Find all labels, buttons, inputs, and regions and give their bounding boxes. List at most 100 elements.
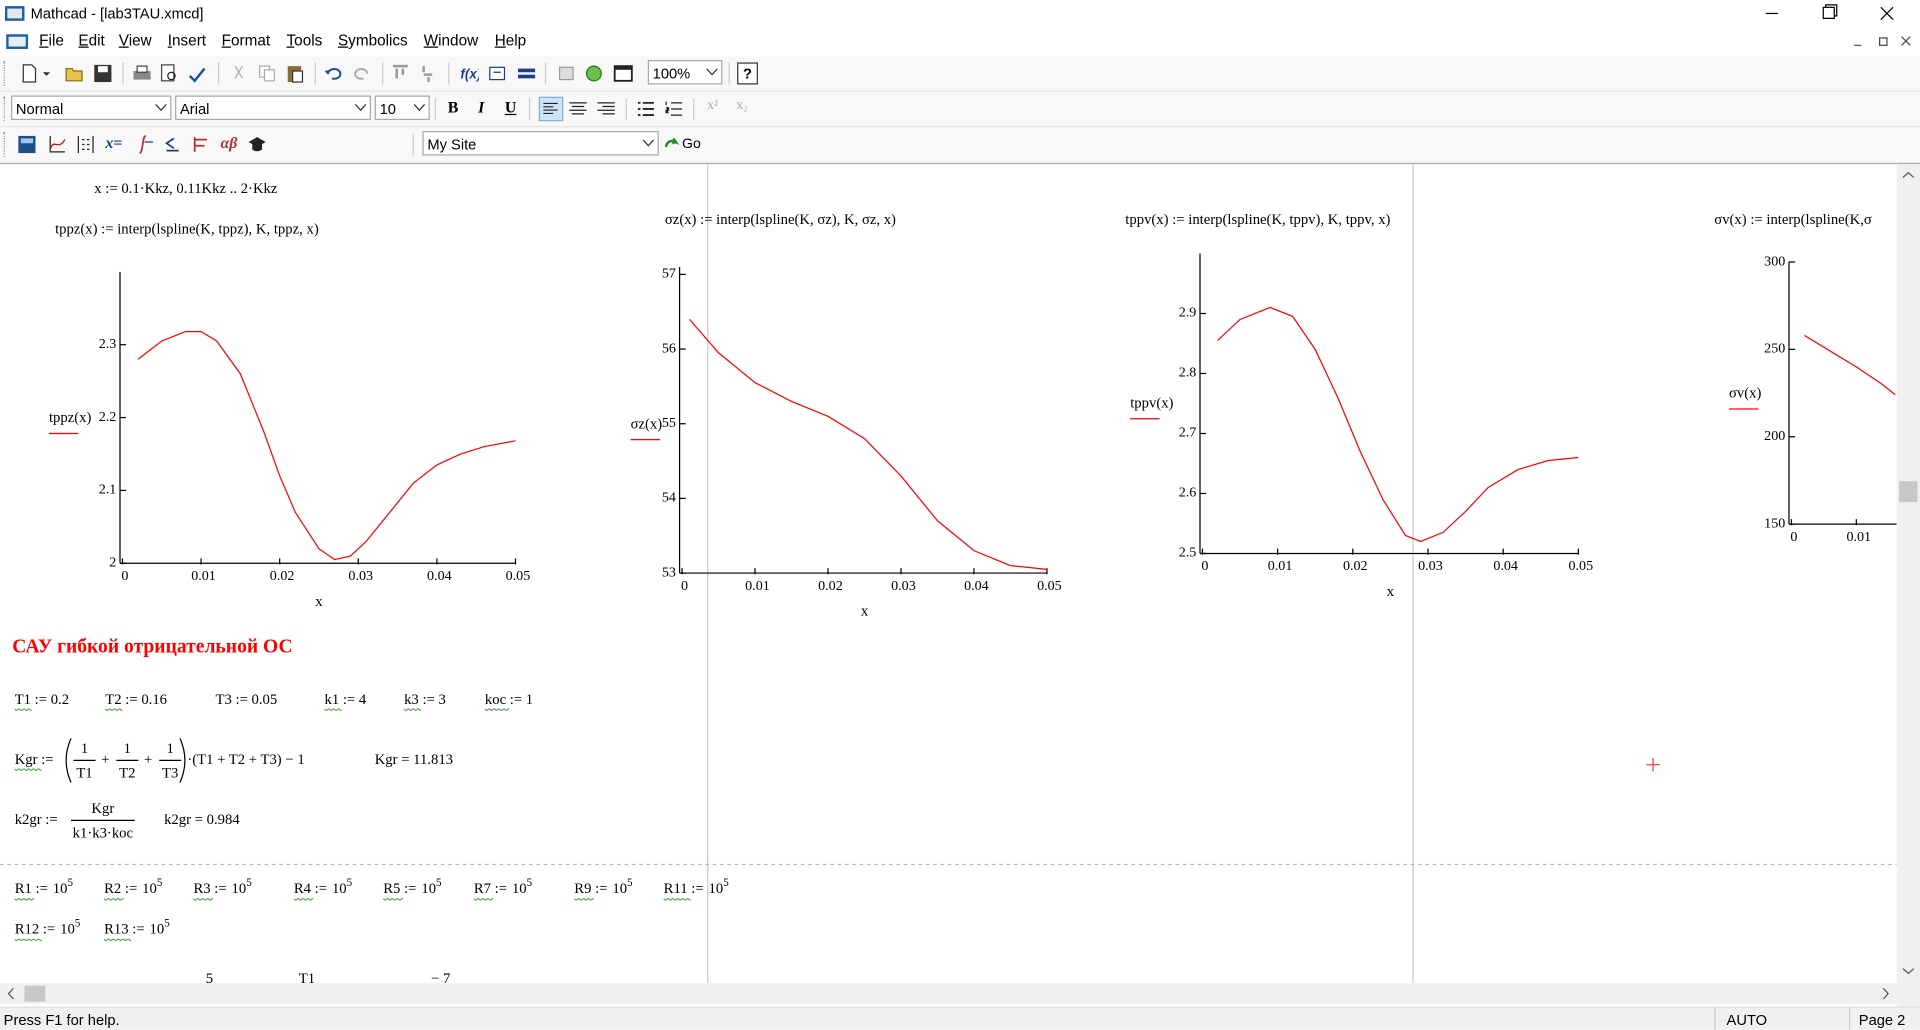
scroll-down[interactable] bbox=[1902, 967, 1914, 975]
resistor-definition: R4 := 105 bbox=[294, 876, 353, 897]
math-toolbar: x= αβ My Site Go bbox=[0, 127, 1920, 165]
x-axis-label: x bbox=[315, 594, 323, 610]
calculator-button[interactable] bbox=[17, 135, 37, 155]
evaluation-button[interactable]: x= bbox=[105, 133, 123, 152]
menu-bar bbox=[0, 26, 1920, 57]
redo-button[interactable] bbox=[353, 64, 373, 84]
style-select[interactable]: Normal bbox=[11, 95, 172, 121]
x-tick-label: 0.04 bbox=[427, 568, 452, 584]
power-exponent: 5 bbox=[75, 917, 81, 929]
italic-button[interactable]: I bbox=[478, 97, 485, 117]
numbering-button[interactable] bbox=[664, 99, 684, 119]
bullets-button[interactable] bbox=[636, 99, 656, 119]
menu-item[interactable]: File bbox=[39, 31, 64, 49]
scroll-thumb[interactable] bbox=[24, 985, 46, 1002]
menu-item[interactable]: Tools bbox=[286, 31, 323, 49]
window-button[interactable] bbox=[613, 64, 633, 84]
y-tick-label: 150 bbox=[1764, 515, 1785, 531]
dropdown-arrow bbox=[706, 68, 718, 76]
paste-button[interactable] bbox=[285, 64, 305, 84]
underline-button[interactable]: U bbox=[504, 97, 517, 117]
y-tick-label: 2 bbox=[109, 554, 116, 570]
print-button[interactable] bbox=[132, 64, 152, 84]
calculate-button[interactable] bbox=[517, 64, 537, 84]
kgr-lhs: Kgr := bbox=[15, 752, 54, 768]
zoom-select[interactable]: 100% bbox=[647, 60, 723, 85]
spell-underline bbox=[14, 768, 42, 771]
horizontal-scrollbar[interactable] bbox=[0, 983, 1897, 1005]
fraction-numerator: Kgr bbox=[91, 801, 114, 817]
insert-unit-button[interactable] bbox=[489, 64, 509, 84]
y-tick-label: 2.3 bbox=[99, 336, 117, 352]
component-button[interactable] bbox=[557, 64, 577, 84]
menu-item[interactable]: Insert bbox=[167, 31, 207, 49]
scroll-thumb[interactable] bbox=[1899, 481, 1918, 503]
menu-item[interactable]: Help bbox=[494, 31, 527, 49]
boolean-button[interactable] bbox=[163, 135, 183, 155]
new-dropdown[interactable] bbox=[42, 64, 52, 84]
align-down-button[interactable] bbox=[418, 64, 438, 84]
site-select[interactable]: My Site bbox=[422, 131, 659, 156]
doc-icon bbox=[6, 34, 29, 49]
graph-button[interactable] bbox=[47, 135, 67, 155]
bold-button[interactable]: B bbox=[447, 97, 459, 117]
doc-controls[interactable] bbox=[1847, 33, 1916, 50]
spell-button[interactable] bbox=[187, 64, 207, 84]
open-button[interactable] bbox=[65, 64, 85, 84]
scroll-right[interactable] bbox=[1882, 988, 1889, 1000]
trace bbox=[1217, 306, 1579, 543]
menu-item[interactable]: Symbolics bbox=[337, 31, 408, 49]
menu-item[interactable]: Format bbox=[221, 31, 271, 49]
power-base: 10 bbox=[421, 882, 436, 898]
grip bbox=[3, 132, 8, 157]
vertical-scrollbar[interactable] bbox=[1896, 164, 1920, 984]
size-value: 10 bbox=[379, 100, 396, 118]
align-right-button[interactable] bbox=[596, 99, 616, 119]
separator bbox=[122, 62, 124, 85]
y-axis-label: tppv(x) bbox=[1130, 395, 1173, 411]
matrix-button[interactable] bbox=[76, 135, 96, 155]
superscript-button[interactable]: x² bbox=[707, 97, 719, 113]
align-left-button[interactable] bbox=[538, 96, 564, 122]
style-value: Normal bbox=[15, 100, 64, 118]
go-button[interactable]: Go bbox=[682, 137, 701, 152]
preview-button[interactable] bbox=[159, 64, 179, 84]
x-tick-label: 0.01 bbox=[1268, 558, 1293, 574]
programming-button[interactable] bbox=[191, 135, 211, 155]
partial-expression: T1 bbox=[299, 971, 315, 983]
copy-button[interactable] bbox=[257, 64, 277, 84]
menu-item[interactable]: View bbox=[118, 31, 152, 49]
greek-button[interactable]: αβ bbox=[220, 133, 238, 152]
definition-lhs: R7 := bbox=[474, 882, 507, 898]
y-tick-label: 57 bbox=[662, 266, 676, 282]
calculus-button[interactable] bbox=[135, 135, 155, 155]
save-button[interactable] bbox=[93, 64, 113, 84]
paren bbox=[65, 738, 72, 783]
resource-button[interactable] bbox=[584, 64, 604, 84]
site-value: My Site bbox=[427, 135, 477, 154]
menu-item[interactable]: Window bbox=[423, 31, 479, 49]
window-controls[interactable] bbox=[1751, 0, 1920, 27]
align-top-button[interactable] bbox=[391, 64, 411, 84]
window-title: Mathcad - [lab3TAU.xmcd] bbox=[30, 4, 204, 23]
subscript-button[interactable]: x₂ bbox=[736, 97, 748, 113]
y-tick-label: 300 bbox=[1764, 253, 1785, 269]
scroll-up[interactable] bbox=[1902, 171, 1914, 179]
k2gr-lhs: k2gr := bbox=[15, 812, 58, 828]
insert-function-button[interactable]: f(x) bbox=[459, 64, 479, 84]
cut-button[interactable] bbox=[229, 64, 249, 84]
font-select[interactable]: Arial bbox=[175, 95, 372, 121]
align-center-button[interactable] bbox=[568, 99, 588, 119]
new-button[interactable] bbox=[20, 64, 40, 84]
partial-expression: − 7 bbox=[431, 971, 450, 983]
symbolic-button[interactable] bbox=[247, 135, 267, 155]
scroll-left[interactable] bbox=[7, 988, 14, 1000]
font-value: Arial bbox=[180, 100, 210, 118]
spell-underline bbox=[663, 898, 691, 901]
size-select[interactable]: 10 bbox=[374, 95, 430, 121]
undo-button[interactable] bbox=[323, 64, 343, 84]
menu-item[interactable]: Edit bbox=[78, 31, 105, 49]
spell-underline bbox=[484, 708, 510, 711]
help-button[interactable]: ? bbox=[737, 62, 758, 85]
